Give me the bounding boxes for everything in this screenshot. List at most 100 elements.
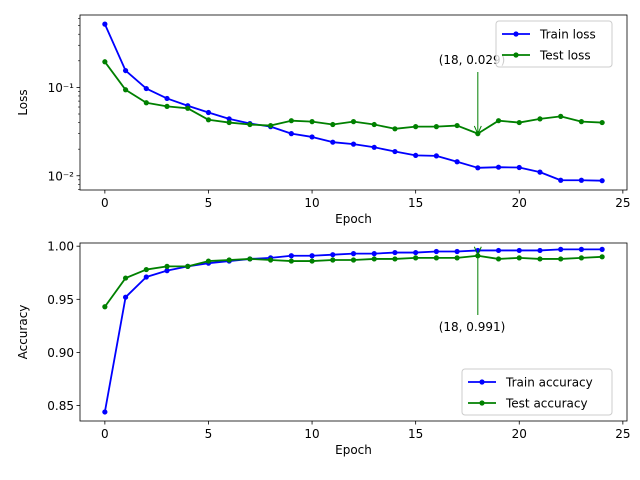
data-point [102,304,108,310]
y-axis-label: Loss [16,89,30,115]
data-point [330,252,336,258]
y-tick-label: 1.00 [47,240,74,254]
legend-marker [479,400,485,406]
annotation-arrowhead [473,246,482,256]
chart-panel-2: 0 5 10 15 20 25 0.85 0.90 0.95 1.00 Epoch Accuracy (… [16,240,630,457]
data-point [350,141,357,147]
data-point [185,263,191,269]
data-point [350,251,357,257]
data-point [350,257,357,263]
data-point [558,177,564,183]
x-tick-label: 15 [408,196,423,210]
legend-marker [513,31,519,37]
data-point [495,164,502,170]
data-point [578,177,585,183]
y-tick-label: 0.85 [47,399,74,413]
data-point [495,118,502,124]
legend-label: Test accuracy [505,397,588,411]
annotation-label: (18, 0.029) [439,53,506,67]
data-point [205,109,212,116]
data-point [537,169,543,175]
data-point [371,256,377,262]
data-point [371,121,377,128]
y-tick-label: 0.95 [47,293,74,307]
x-tick-label: 20 [512,427,527,441]
data-point [247,256,253,262]
data-point [164,95,170,102]
data-point [413,255,419,261]
axes-frame [79,242,628,422]
data-point [558,113,564,119]
data-point [433,153,439,159]
y-tick-label: 0.90 [47,346,74,360]
data-point [599,246,605,252]
data-point [122,87,129,93]
data-point [454,255,460,261]
data-point [143,85,149,92]
annotation-arrowhead [473,125,482,136]
x-axis-label: Epoch [335,443,372,457]
data-point [537,247,543,254]
data-point [330,121,336,128]
data-point [537,256,543,262]
data-point [102,21,108,27]
data-point [392,256,398,262]
x-tick-label: 25 [615,196,630,210]
data-point [599,254,605,260]
data-point [122,294,129,300]
data-point [288,258,294,264]
data-point [495,247,502,254]
data-point [516,119,522,126]
x-tick-label: 10 [304,427,319,441]
x-tick-label: 5 [205,196,213,210]
y-tick-label: 10⁻¹ [48,81,75,95]
data-point [413,152,419,159]
data-point [102,409,108,415]
data-point [309,258,315,264]
legend-label: Test loss [539,49,591,63]
data-point [454,248,460,255]
data-point [392,249,398,256]
data-point [413,249,419,256]
data-point [433,248,439,255]
data-point [122,67,129,74]
legend-marker [513,52,519,58]
data-point [122,275,129,281]
data-point [143,100,149,106]
data-point [558,256,564,262]
chart-panel-1: 0 5 10 15 20 25 10⁻² 10⁻¹ Epoch Loss (18, 0.029) Tr… [16,14,630,226]
x-tick-label: 25 [615,427,630,441]
data-point [309,253,315,259]
axes-frame [79,14,628,191]
data-point [143,274,149,280]
data-point [164,263,170,269]
data-point [226,119,232,126]
data-point [205,258,212,264]
legend-marker [479,379,485,385]
data-point [288,253,294,259]
data-point [599,119,605,126]
x-tick-label: 0 [101,427,109,441]
legend-label: Train accuracy [505,376,593,390]
data-point [475,165,481,171]
data-point [371,251,377,257]
data-point [164,268,170,274]
data-point [288,131,294,137]
data-point [143,266,149,273]
data-point [454,159,460,165]
data-point [392,148,398,155]
data-point [578,255,585,261]
x-axis-label: Epoch [335,212,372,226]
data-point [433,124,439,130]
data-point [205,117,212,123]
data-point [516,247,522,254]
x-tick-label: 10 [304,196,319,210]
data-point [516,255,522,261]
x-tick-label: 20 [512,196,527,210]
data-point [413,124,419,130]
legend-box [461,368,613,416]
data-point [164,103,170,109]
data-point [558,246,564,252]
y-axis-label: Accuracy [16,305,30,360]
